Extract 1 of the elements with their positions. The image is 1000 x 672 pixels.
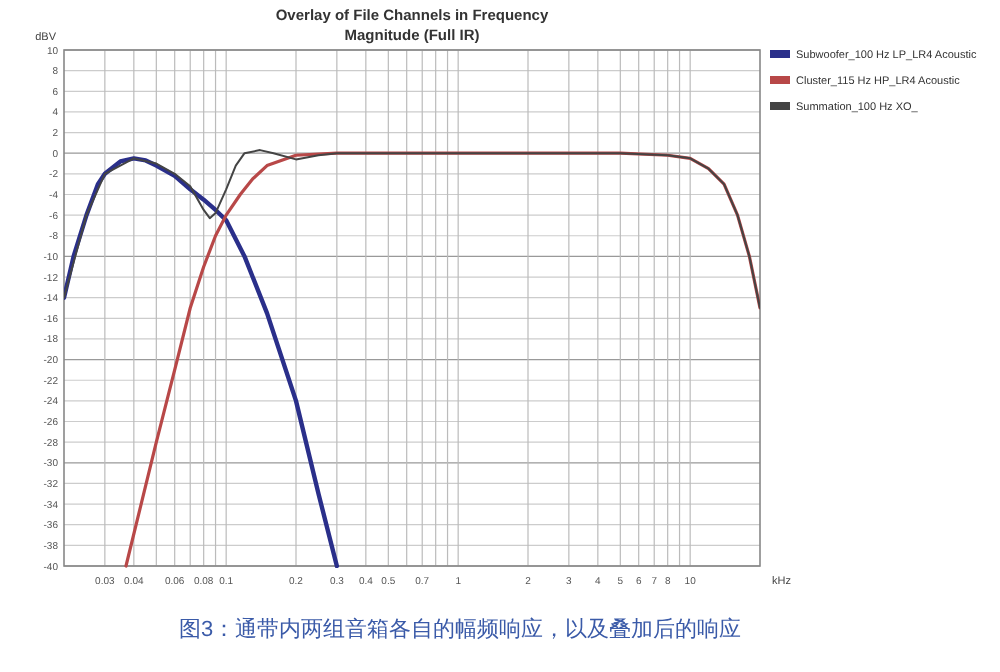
caption: 图3：通带内两组音箱各自的幅频响应，以及叠加后的响应 (178, 616, 742, 642)
